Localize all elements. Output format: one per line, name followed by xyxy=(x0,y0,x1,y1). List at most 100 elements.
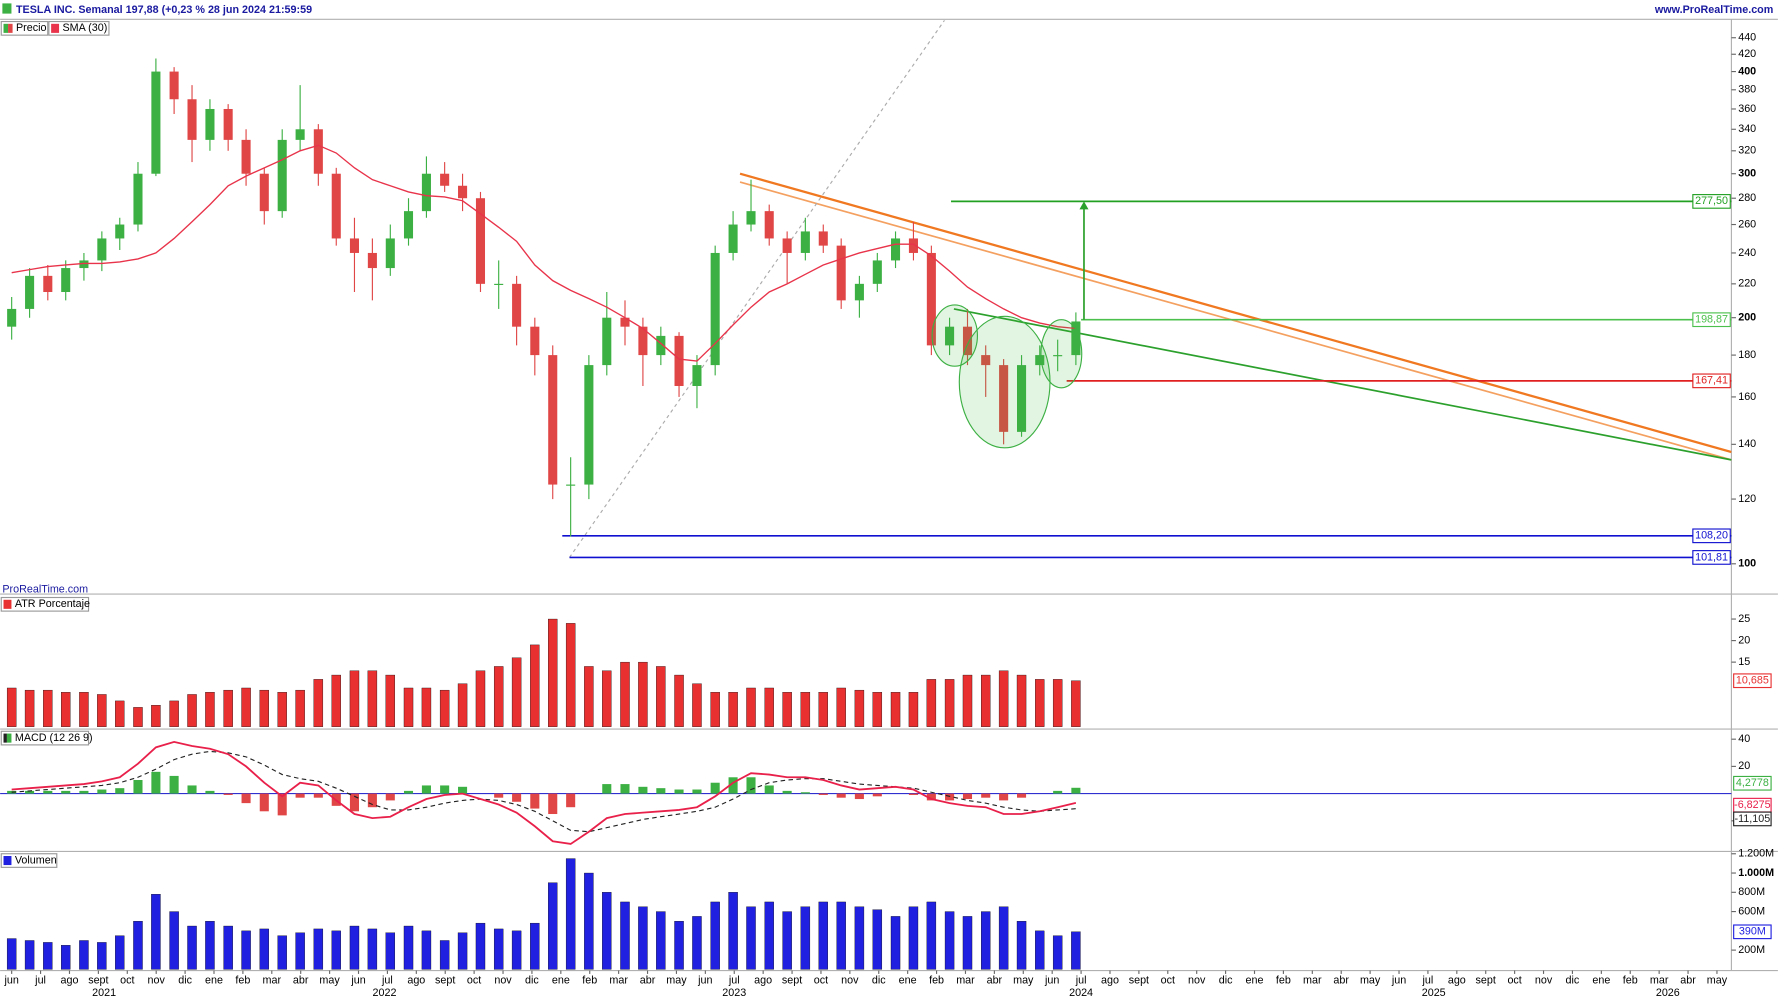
x-tick-label: dic xyxy=(1219,975,1233,987)
x-tick-label: jul xyxy=(1075,975,1087,987)
candle-body xyxy=(494,283,504,285)
histogram-bar xyxy=(746,777,756,794)
candle-body xyxy=(115,224,125,239)
x-tick-label: abr xyxy=(640,975,656,987)
bar xyxy=(836,687,846,727)
histogram-bar xyxy=(782,790,792,794)
bar xyxy=(223,689,233,727)
x-tick-label: feb xyxy=(235,975,250,987)
legend-box xyxy=(0,730,90,746)
bar xyxy=(800,906,811,970)
candle-body xyxy=(169,71,179,100)
value-label: -6,8275 xyxy=(1734,799,1771,811)
candle-body xyxy=(277,139,287,212)
y-tick-label: 100 xyxy=(1738,558,1756,570)
signal-line xyxy=(11,750,1076,833)
x-tick-label: abr xyxy=(293,975,309,987)
x-tick-label: nov xyxy=(494,975,512,987)
x-tick-label: dic xyxy=(178,975,192,987)
x-tick-label: mar xyxy=(956,975,975,987)
bar xyxy=(998,906,1009,970)
bar xyxy=(385,674,396,727)
candle-body xyxy=(349,238,359,253)
value-label: 167,41 xyxy=(1695,375,1728,387)
bar xyxy=(367,928,378,970)
y-tick-label: 160 xyxy=(1738,391,1756,403)
bar xyxy=(241,687,251,727)
bar xyxy=(349,670,360,727)
bar xyxy=(638,906,648,970)
bar xyxy=(728,692,738,727)
trend-line xyxy=(739,181,1732,461)
ellipse xyxy=(1040,319,1083,389)
y-tick-label: 320 xyxy=(1738,145,1756,157)
histogram-bar xyxy=(818,793,828,795)
value-label: 108,20 xyxy=(1695,530,1728,542)
x-tick-label: oct xyxy=(120,975,134,987)
bar xyxy=(764,901,774,970)
bar xyxy=(421,930,432,970)
y-tick-label: 240 xyxy=(1738,247,1756,259)
value-label: 4,2778 xyxy=(1736,777,1769,789)
y-tick-label: 340 xyxy=(1738,123,1756,135)
x-tick-label: jun xyxy=(350,975,365,987)
x-tick-label: may xyxy=(1360,975,1381,987)
candle-body xyxy=(43,275,53,293)
candle-body xyxy=(7,308,17,327)
source-link[interactable]: www.ProRealTime.com xyxy=(1654,4,1773,16)
histogram-bar xyxy=(349,793,359,812)
candle-body xyxy=(999,365,1009,432)
legend-label: Precio xyxy=(16,22,47,34)
x-tick-label: mar xyxy=(1303,975,1322,987)
legend-swatch xyxy=(3,856,12,866)
bar xyxy=(1071,931,1081,970)
year-label: 2021 xyxy=(92,987,116,999)
histogram-bar xyxy=(908,793,918,795)
bar xyxy=(43,942,53,970)
x-tick-label: abr xyxy=(1680,975,1696,987)
bar xyxy=(403,925,414,970)
value-label-box xyxy=(1733,673,1772,689)
value-label: 198,87 xyxy=(1695,314,1728,326)
histogram-bar xyxy=(421,785,431,794)
candle-body xyxy=(1035,355,1045,366)
bar xyxy=(602,892,612,970)
histogram-bar xyxy=(169,775,179,794)
bar xyxy=(313,928,324,970)
candle-body xyxy=(872,260,882,284)
candle-body xyxy=(331,173,341,239)
bar xyxy=(944,679,955,727)
panel-title: MACD (12 26 9) xyxy=(15,732,93,744)
bar xyxy=(818,692,828,727)
bar xyxy=(295,932,305,970)
legend-box xyxy=(48,20,110,36)
candle-body xyxy=(151,71,161,174)
bar xyxy=(61,692,71,727)
candle-body xyxy=(746,211,756,225)
trend-line xyxy=(953,308,1732,461)
histogram-bar xyxy=(440,785,450,794)
histogram-bar xyxy=(187,785,197,794)
histogram-bar xyxy=(692,789,702,794)
y-tick-label: 400 xyxy=(1738,65,1756,77)
legend-swatch xyxy=(3,599,12,609)
histogram-bar xyxy=(277,793,287,816)
bar xyxy=(944,911,955,970)
candle-body xyxy=(782,238,792,253)
trend-line xyxy=(569,20,946,558)
histogram-bar xyxy=(1053,790,1063,794)
candle-body xyxy=(908,238,918,253)
x-tick-label: dic xyxy=(525,975,539,987)
bar xyxy=(97,694,107,727)
bar xyxy=(421,687,432,727)
bar xyxy=(439,940,450,970)
candle-body xyxy=(223,108,233,140)
histogram-bar xyxy=(926,793,936,801)
candle-body xyxy=(512,283,522,327)
candle-body xyxy=(440,173,450,186)
candle-body xyxy=(458,185,468,199)
bar xyxy=(61,945,71,970)
bar xyxy=(349,925,360,970)
bar xyxy=(565,858,576,970)
